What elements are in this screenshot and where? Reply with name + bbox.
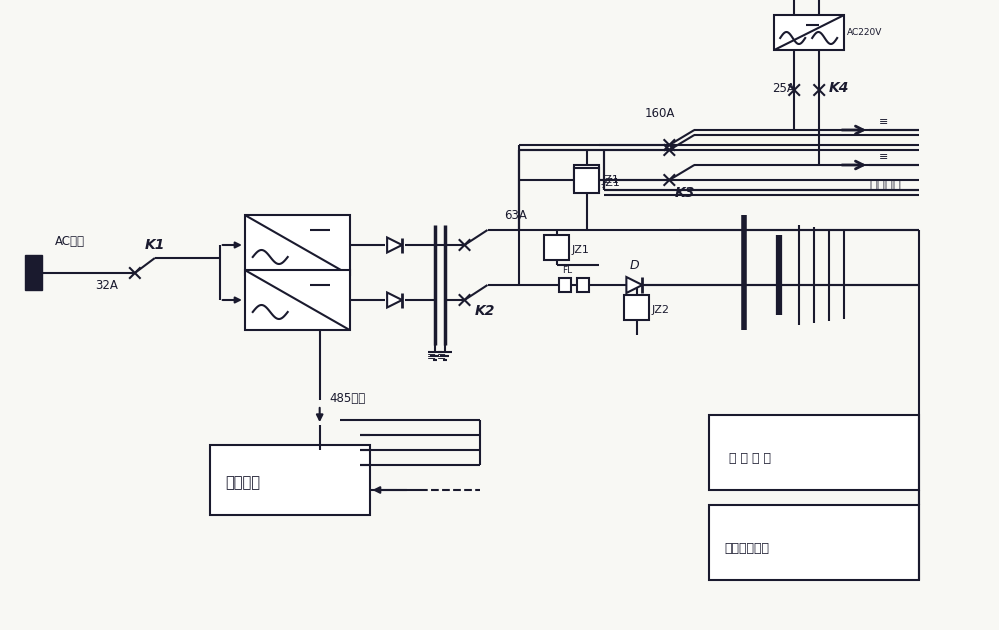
Text: 485通讯: 485通讯 <box>330 392 366 405</box>
Text: K2: K2 <box>475 304 495 318</box>
Bar <box>709 505 919 580</box>
Text: 160A: 160A <box>644 107 674 120</box>
Text: ≡: ≡ <box>437 352 447 362</box>
Bar <box>245 270 350 330</box>
Polygon shape <box>388 238 402 253</box>
Bar <box>210 445 370 515</box>
Text: ≡: ≡ <box>879 152 888 162</box>
Text: 25A: 25A <box>772 82 795 95</box>
Text: K1: K1 <box>145 238 165 252</box>
Text: D: D <box>629 259 639 272</box>
Polygon shape <box>626 277 642 293</box>
Text: K4: K4 <box>829 81 849 95</box>
Bar <box>544 235 569 260</box>
Bar <box>574 168 599 193</box>
Bar <box>559 278 571 292</box>
Bar <box>577 278 589 292</box>
Bar <box>774 15 844 50</box>
Text: 直流输出: 直流输出 <box>869 179 901 192</box>
Text: FL: FL <box>562 266 572 275</box>
Text: JZ1: JZ1 <box>571 245 589 255</box>
Text: JZ2: JZ2 <box>651 305 669 315</box>
Polygon shape <box>388 292 402 307</box>
Text: JZ1: JZ1 <box>602 178 620 188</box>
Bar <box>624 295 649 320</box>
Text: AC220V: AC220V <box>847 28 882 37</box>
Text: JZ1: JZ1 <box>601 175 619 185</box>
Bar <box>709 415 919 490</box>
Text: AC输入: AC输入 <box>55 235 85 248</box>
Text: 均 衡 模 块: 均 衡 模 块 <box>729 452 771 465</box>
Bar <box>574 165 599 190</box>
Bar <box>245 215 350 275</box>
Text: ≡: ≡ <box>879 117 888 127</box>
Text: ≡: ≡ <box>427 352 437 362</box>
Polygon shape <box>25 255 42 290</box>
Text: 63A: 63A <box>504 209 527 222</box>
Text: 监控单元: 监控单元 <box>225 475 260 490</box>
Text: 电池采集模块: 电池采集模块 <box>724 542 769 555</box>
Text: 32A: 32A <box>95 279 118 292</box>
Text: K3: K3 <box>674 186 694 200</box>
